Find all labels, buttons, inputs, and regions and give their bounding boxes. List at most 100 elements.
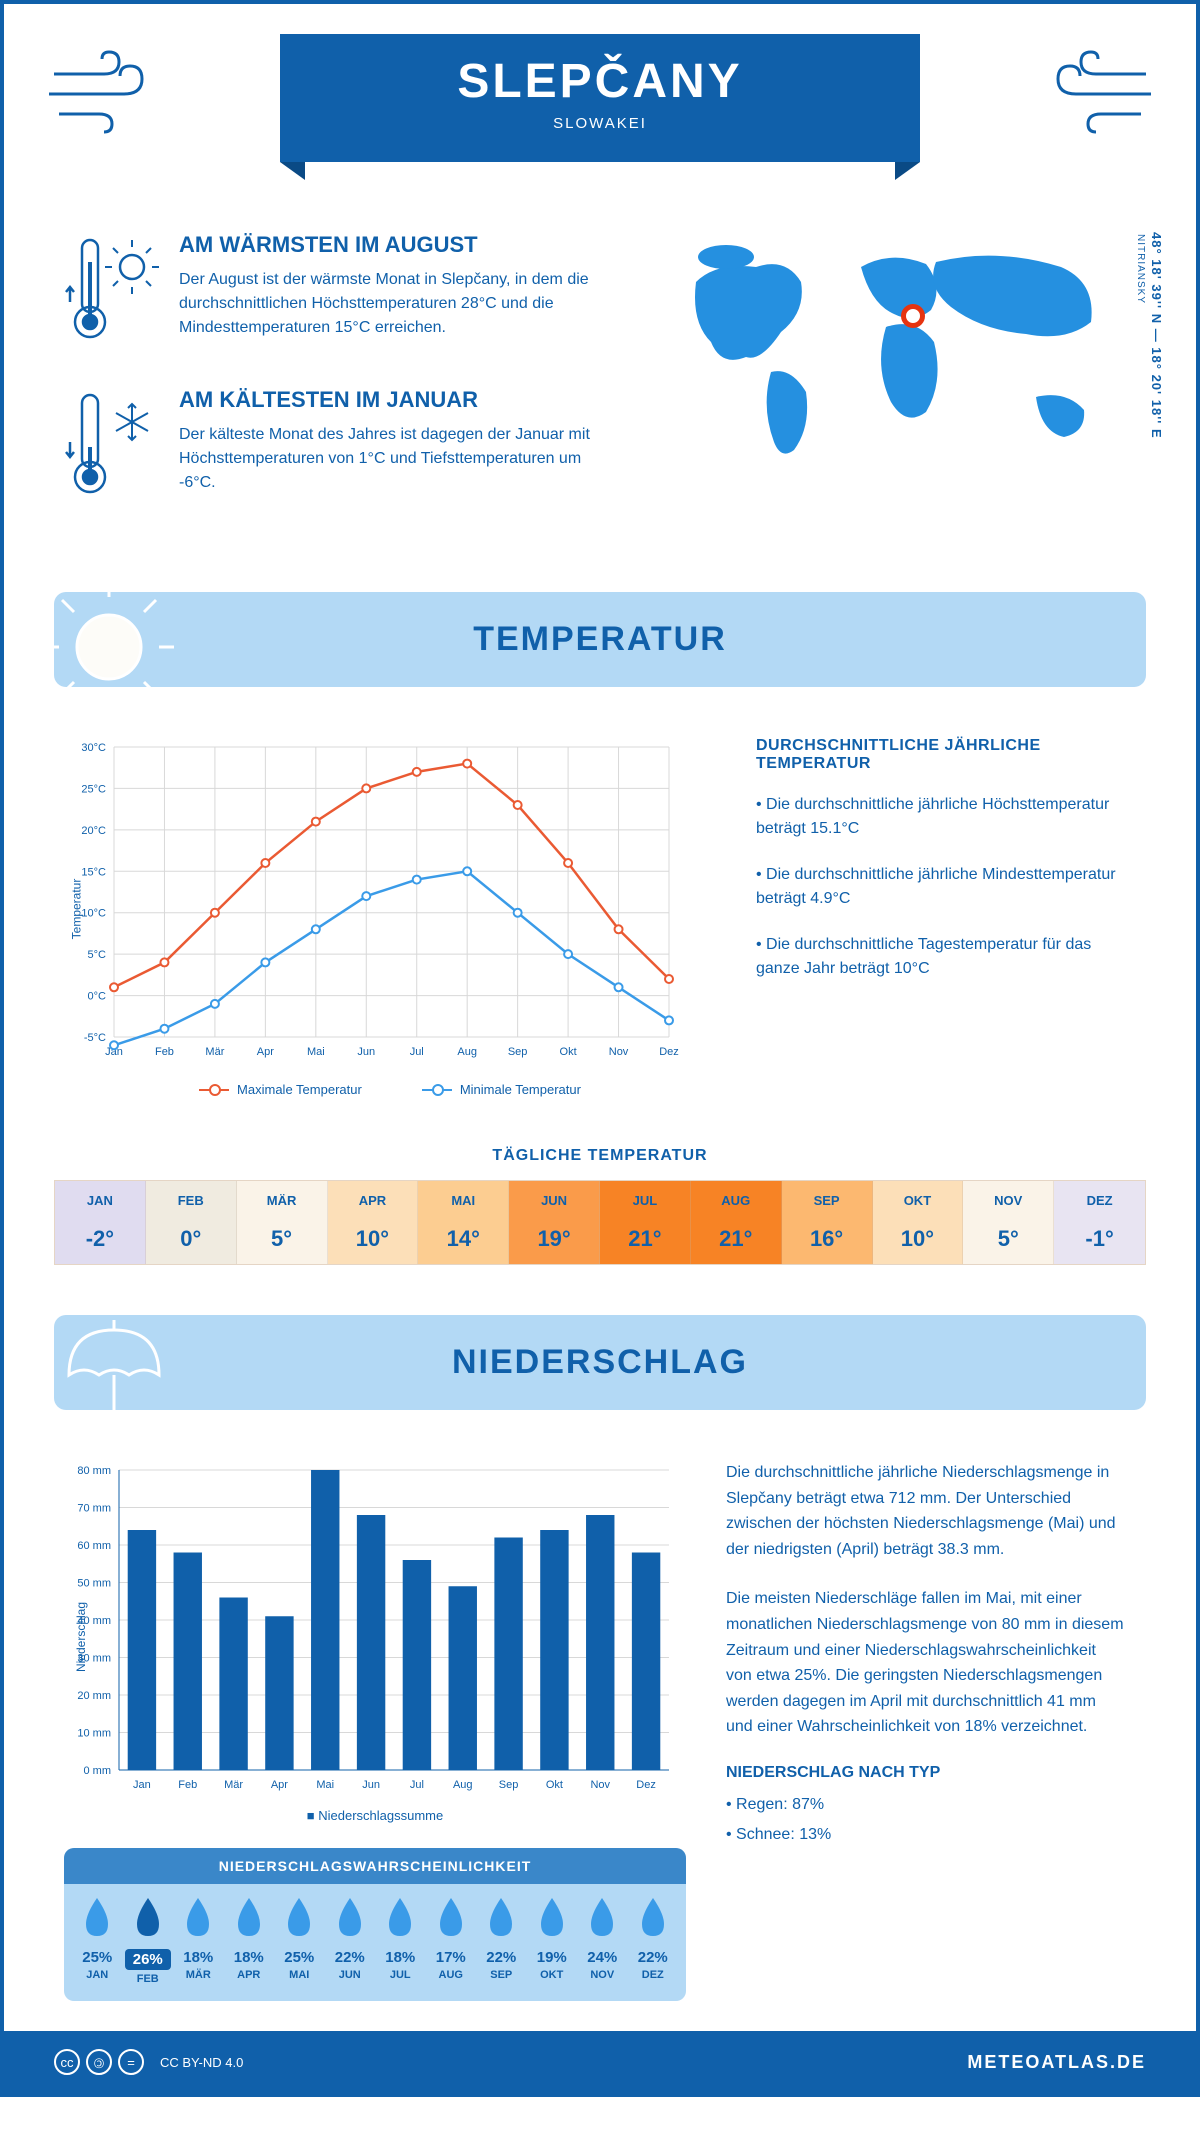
- daily-temp-grid: JAN-2°FEB0°MÄR5°APR10°MAI14°JUN19°JUL21°…: [54, 1180, 1146, 1265]
- svg-text:0°C: 0°C: [88, 991, 107, 1003]
- daily-temp-cell: MÄR5°: [237, 1181, 328, 1264]
- legend-item: .legend-marker[style*='#ea5a33']::after{…: [199, 1082, 362, 1097]
- prob-title: NIEDERSCHLAGSWAHRSCHEINLICHKEIT: [64, 1848, 686, 1884]
- svg-text:Nov: Nov: [590, 1779, 610, 1791]
- precip-type-item: • Regen: 87%: [726, 1792, 1126, 1818]
- thermometer-sun-icon: [64, 232, 159, 352]
- svg-text:30°C: 30°C: [81, 742, 106, 754]
- map-marker-icon: [901, 304, 925, 328]
- svg-text:5°C: 5°C: [88, 949, 107, 961]
- prob-cell: 22%SEP: [476, 1896, 527, 1985]
- wind-icon: [1026, 44, 1156, 139]
- warmest-text: Der August ist der wärmste Monat in Slep…: [179, 268, 599, 340]
- svg-text:20 mm: 20 mm: [77, 1690, 111, 1702]
- daily-temp-cell: JUN19°: [509, 1181, 600, 1264]
- svg-text:15°C: 15°C: [81, 866, 106, 878]
- svg-text:0 mm: 0 mm: [84, 1765, 112, 1777]
- temperature-banner: TEMPERATUR: [54, 592, 1146, 687]
- svg-text:Okt: Okt: [546, 1779, 563, 1791]
- coldest-title: AM KÄLTESTEN IM JANUAR: [179, 387, 599, 413]
- svg-text:Jan: Jan: [133, 1779, 151, 1791]
- svg-text:Feb: Feb: [178, 1779, 197, 1791]
- svg-text:20°C: 20°C: [81, 825, 106, 837]
- daily-temp-cell: APR10°: [328, 1181, 419, 1264]
- footer: cc 🄯 = CC BY-ND 4.0 METEOATLAS.DE: [4, 2031, 1196, 2093]
- svg-text:Dez: Dez: [636, 1779, 656, 1791]
- svg-text:60 mm: 60 mm: [77, 1540, 111, 1552]
- temp-stat-item: • Die durchschnittliche jährliche Mindes…: [756, 863, 1136, 911]
- thermometer-snow-icon: [64, 387, 159, 507]
- license-icons: cc 🄯 = CC BY-ND 4.0: [54, 2049, 243, 2075]
- coldest-text: Der kälteste Monat des Jahres ist dagege…: [179, 423, 599, 495]
- precip-text-2: Die meisten Niederschläge fallen im Mai,…: [726, 1586, 1126, 1740]
- svg-text:25°C: 25°C: [81, 783, 106, 795]
- svg-text:Sep: Sep: [499, 1779, 519, 1791]
- daily-temp-title: TÄGLICHE TEMPERATUR: [4, 1147, 1196, 1165]
- svg-text:50 mm: 50 mm: [77, 1578, 111, 1590]
- prob-cell: 24%NOV: [577, 1896, 628, 1985]
- precip-type-title: NIEDERSCHLAG NACH TYP: [726, 1764, 1126, 1782]
- prob-cell: 17%AUG: [426, 1896, 477, 1985]
- svg-text:Sep: Sep: [508, 1046, 528, 1058]
- precip-probability-box: NIEDERSCHLAGSWAHRSCHEINLICHKEIT 25%JAN26…: [64, 1848, 686, 2001]
- precip-text-1: Die durchschnittliche jährliche Niedersc…: [726, 1460, 1126, 1562]
- svg-text:Nov: Nov: [609, 1046, 629, 1058]
- svg-text:Mai: Mai: [316, 1779, 334, 1791]
- region-label: NITRIANSKY: [1135, 234, 1146, 304]
- prob-cell: 22%DEZ: [628, 1896, 679, 1985]
- prob-cell: 18%MÄR: [173, 1896, 224, 1985]
- svg-text:Jul: Jul: [410, 1779, 424, 1791]
- umbrella-icon: [54, 1315, 169, 1410]
- title-banner: SLEPČANY SLOWAKEI: [280, 34, 920, 162]
- license-text: CC BY-ND 4.0: [160, 2055, 243, 2070]
- chart-legend: .legend-marker[style*='#ea5a33']::after{…: [64, 1082, 716, 1097]
- svg-text:Jun: Jun: [357, 1046, 375, 1058]
- svg-text:70 mm: 70 mm: [77, 1503, 111, 1515]
- prob-cell: 19%OKT: [527, 1896, 578, 1985]
- daily-temp-cell: DEZ-1°: [1054, 1181, 1145, 1264]
- prob-cell: 25%MAI: [274, 1896, 325, 1985]
- svg-text:Mär: Mär: [224, 1779, 243, 1791]
- svg-text:10 mm: 10 mm: [77, 1728, 111, 1740]
- world-map: NITRIANSKY 48° 18' 39'' N — 18° 20' 18''…: [666, 232, 1136, 542]
- prob-cell: 26%FEB: [123, 1896, 174, 1985]
- svg-text:Jun: Jun: [362, 1779, 380, 1791]
- svg-text:Apr: Apr: [257, 1046, 274, 1058]
- chart-ylabel: Niederschlag: [74, 1602, 88, 1672]
- temperature-line-chart: Temperatur -5°C0°C5°C10°C15°C20°C25°C30°…: [64, 737, 684, 1067]
- daily-temp-cell: JUL21°: [600, 1181, 691, 1264]
- wind-icon: [44, 44, 174, 139]
- precip-type-item: • Schnee: 13%: [726, 1822, 1126, 1848]
- coordinates: 48° 18' 39'' N — 18° 20' 18'' E: [1149, 232, 1164, 439]
- prob-cell: 18%APR: [224, 1896, 275, 1985]
- svg-text:Okt: Okt: [560, 1046, 577, 1058]
- precip-title: NIEDERSCHLAG: [82, 1343, 1118, 1382]
- temp-stat-item: • Die durchschnittliche Tagestemperatur …: [756, 933, 1136, 981]
- precip-banner: NIEDERSCHLAG: [54, 1315, 1146, 1410]
- warmest-block: AM WÄRMSTEN IM AUGUST Der August ist der…: [64, 232, 626, 352]
- daily-temp-cell: SEP16°: [782, 1181, 873, 1264]
- daily-temp-cell: FEB0°: [146, 1181, 237, 1264]
- daily-temp-cell: AUG21°: [691, 1181, 782, 1264]
- bar-legend: Niederschlagssumme: [64, 1808, 686, 1823]
- svg-text:80 mm: 80 mm: [77, 1465, 111, 1477]
- prob-cell: 25%JAN: [72, 1896, 123, 1985]
- country-name: SLOWAKEI: [360, 115, 840, 132]
- svg-text:Jul: Jul: [410, 1046, 424, 1058]
- svg-text:Aug: Aug: [453, 1779, 473, 1791]
- prob-cell: 18%JUL: [375, 1896, 426, 1985]
- sun-icon: [54, 592, 174, 687]
- svg-text:Mär: Mär: [205, 1046, 224, 1058]
- legend-item: .legend-marker[style*='#3a9be8']::after{…: [422, 1082, 581, 1097]
- svg-text:Feb: Feb: [155, 1046, 174, 1058]
- temperature-title: TEMPERATUR: [82, 620, 1118, 659]
- svg-text:Mai: Mai: [307, 1046, 325, 1058]
- warmest-title: AM WÄRMSTEN IM AUGUST: [179, 232, 599, 258]
- svg-text:10°C: 10°C: [81, 908, 106, 920]
- daily-temp-cell: OKT10°: [873, 1181, 964, 1264]
- daily-temp-cell: JAN-2°: [55, 1181, 146, 1264]
- svg-text:Aug: Aug: [457, 1046, 477, 1058]
- city-name: SLEPČANY: [360, 54, 840, 109]
- daily-temp-cell: NOV5°: [963, 1181, 1054, 1264]
- site-name: METEOATLAS.DE: [967, 2052, 1146, 2073]
